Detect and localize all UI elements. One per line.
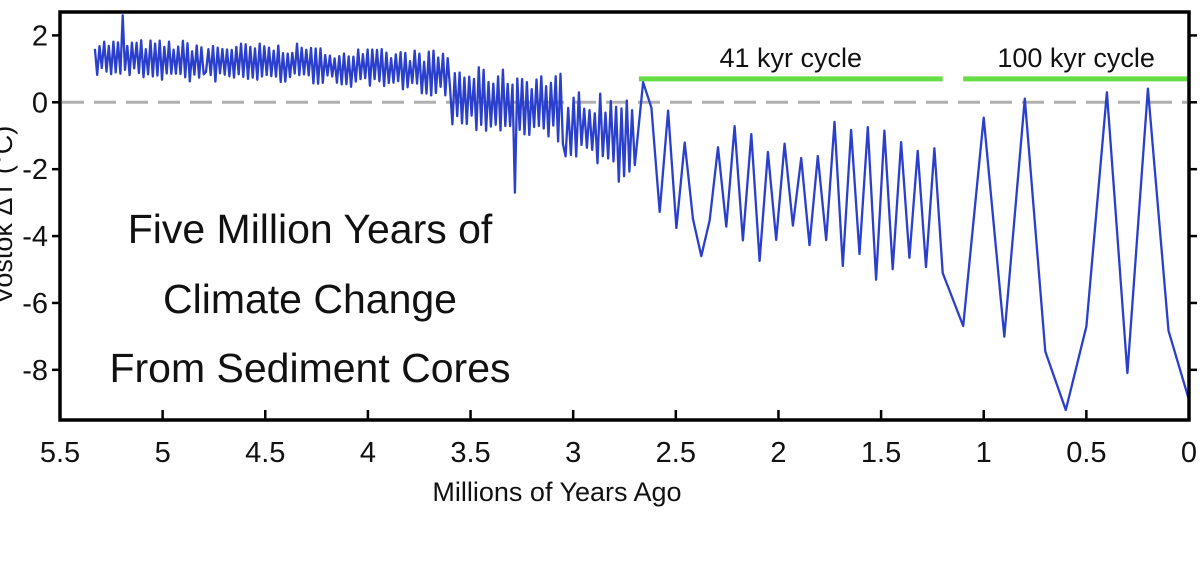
cycle-label: 41 kyr cycle — [719, 43, 862, 73]
chart-title: Five Million Years of Climate Change Fro… — [109, 206, 510, 391]
y-tick-label: -6 — [22, 288, 48, 320]
x-tick-label: 5 — [155, 437, 171, 469]
cycle-label: 100 kyr cycle — [997, 43, 1155, 73]
cycle-annotations: 41 kyr cycle 100 kyr cycle — [638, 43, 1189, 82]
y-tick-label: 0 — [32, 87, 48, 119]
x-tick-label: 2.5 — [656, 437, 696, 469]
x-tick-label: 1 — [976, 437, 992, 469]
x-axis-title: Millions of Years Ago — [432, 477, 681, 507]
x-tick-label: 1.5 — [861, 437, 901, 469]
y-axis-title: Vostok ΔT (°C) — [0, 126, 18, 304]
y-axis: 2 0 -2 -4 -6 -8 — [22, 20, 1197, 387]
chart-title-line-3: From Sediment Cores — [109, 345, 510, 391]
y-tick-label: -8 — [22, 355, 48, 387]
x-tick-label: 3.5 — [450, 437, 490, 469]
x-axis: 5.5 5 4.5 4 3.5 3 2.5 2 1.5 1 0.5 0 — [40, 410, 1197, 469]
x-tick-label: 4.5 — [245, 437, 285, 469]
x-tick-label: 2 — [770, 437, 786, 469]
y-tick-label: -2 — [22, 154, 48, 186]
chart-title-line-2: Climate Change — [163, 276, 457, 322]
x-tick-label: 0.5 — [1066, 437, 1106, 469]
chart-title-line-1: Five Million Years of — [128, 206, 493, 252]
x-tick-label: 5.5 — [40, 437, 80, 469]
temperature-series-line — [93, 14, 1191, 412]
x-tick-label: 4 — [360, 437, 376, 469]
plot-frame — [58, 10, 1191, 422]
y-tick-label: -4 — [22, 221, 48, 253]
y-tick-label: 2 — [32, 20, 48, 52]
x-tick-label: 0 — [1181, 437, 1197, 469]
x-tick-label: 3 — [565, 437, 581, 469]
